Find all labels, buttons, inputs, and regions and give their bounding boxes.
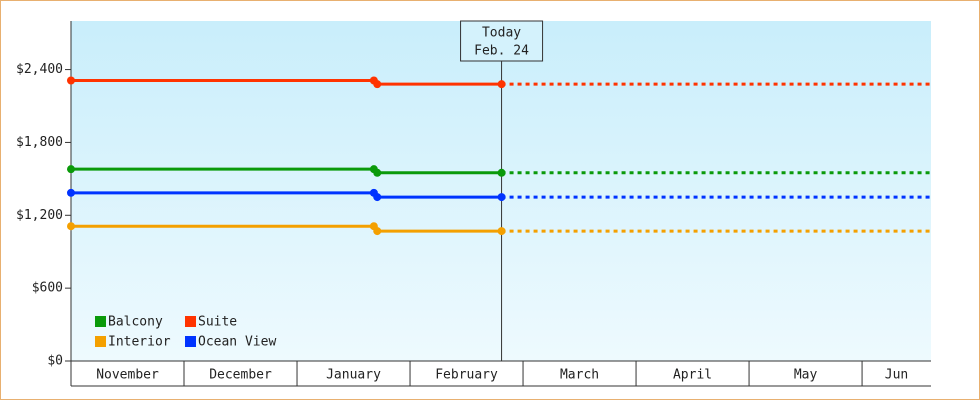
data-point: [67, 188, 75, 197]
data-point: [497, 227, 506, 236]
y-tick-label: $2,400: [16, 62, 63, 77]
legend-swatch: [95, 316, 106, 327]
data-point: [373, 168, 382, 177]
data-point: [67, 222, 75, 231]
data-point: [373, 193, 382, 202]
data-point: [373, 227, 382, 236]
today-box: [460, 20, 544, 62]
legend-swatch: [95, 336, 106, 347]
today-label: Feb. 24: [474, 44, 529, 59]
x-tick-label: March: [560, 368, 599, 383]
x-tick-label: February: [435, 368, 498, 383]
x-tick-label: November: [96, 368, 159, 383]
y-tick-label: $0: [47, 354, 63, 369]
data-point: [497, 80, 506, 89]
plot-area: [71, 21, 931, 361]
today-label: Today: [482, 26, 521, 41]
data-point: [497, 193, 506, 202]
legend-label: Interior: [108, 335, 171, 350]
y-tick-label: $600: [32, 281, 63, 296]
x-tick-label: April: [673, 368, 712, 383]
y-tick-label: $1,200: [16, 208, 63, 223]
legend-label: Ocean View: [198, 335, 276, 350]
y-tick-label: $1,800: [16, 135, 63, 150]
x-tick-label: December: [209, 368, 272, 383]
data-point: [67, 76, 75, 85]
x-tick-label: January: [326, 368, 381, 383]
x-tick-label: May: [794, 368, 818, 383]
data-point: [497, 168, 506, 177]
legend-swatch: [185, 316, 196, 327]
legend-label: Suite: [198, 315, 237, 330]
legend-swatch: [185, 336, 196, 347]
legend-label: Balcony: [108, 315, 163, 330]
data-point: [67, 165, 75, 174]
x-tick-label: Jun: [885, 368, 908, 383]
data-point: [373, 80, 382, 89]
